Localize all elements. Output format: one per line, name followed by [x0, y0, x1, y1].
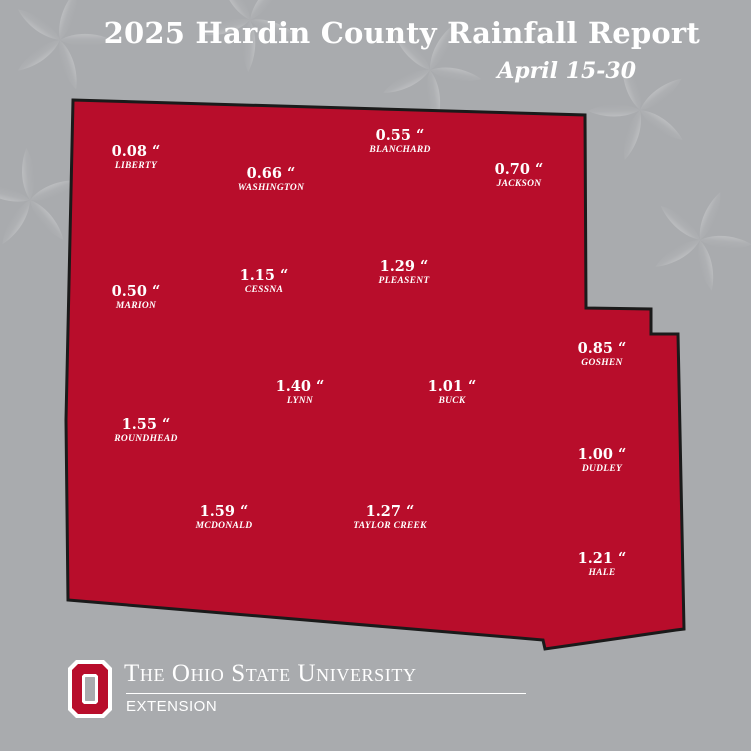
- extension-label: EXTENSION: [126, 698, 218, 715]
- rainfall-value: 1.00 “: [577, 446, 627, 463]
- township-name: MCDONALD: [195, 521, 253, 531]
- block-o-logo: [68, 660, 112, 718]
- county-outline: [64, 98, 686, 651]
- township-cessna: 1.15 “ CESSNA: [240, 267, 289, 295]
- rainfall-value: 1.29 “: [379, 258, 429, 275]
- rainfall-value: 0.08 “: [111, 143, 161, 160]
- township-name: PLEASENT: [378, 276, 430, 286]
- rainfall-value: 1.27 “: [365, 503, 415, 520]
- township-hale: 1.21 “ HALE: [578, 550, 627, 578]
- rainfall-value: 1.59 “: [199, 503, 249, 520]
- township-mcdonald: 1.59 “ MCDONALD: [196, 503, 253, 531]
- township-name: DUDLEY: [581, 464, 623, 474]
- township-pleasent: 1.29 “ PLEASENT: [379, 258, 430, 286]
- township-name: TAYLOR CREEK: [353, 521, 427, 531]
- osu-extension-footer: The Ohio State University EXTENSION: [62, 654, 526, 724]
- township-name: MARION: [115, 301, 157, 311]
- rainfall-value: 0.66 “: [246, 165, 296, 182]
- report-subtitle: April 15-30: [497, 58, 636, 84]
- footer-divider: [126, 693, 526, 694]
- township-name: ROUNDHEAD: [114, 434, 178, 444]
- township-name: CESSNA: [244, 285, 284, 295]
- rainfall-value: 1.55 “: [121, 416, 171, 433]
- township-name: LYNN: [286, 396, 314, 406]
- township-roundhead: 1.55 “ ROUNDHEAD: [114, 416, 177, 444]
- report-title: 2025 Hardin County Rainfall Report: [103, 16, 700, 50]
- township-name: GOSHEN: [581, 358, 623, 368]
- township-lynn: 1.40 “ LYNN: [276, 378, 325, 406]
- township-name: WASHINGTON: [237, 183, 305, 193]
- township-name: JACKSON: [496, 179, 542, 189]
- township-taylor-creek: 1.27 “ TAYLOR CREEK: [353, 503, 427, 531]
- township-goshen: 0.85 “ GOSHEN: [578, 340, 627, 368]
- rainfall-value: 1.01 “: [427, 378, 477, 395]
- township-jackson: 0.70 “ JACKSON: [495, 161, 544, 189]
- rainfall-value: 0.70 “: [494, 161, 544, 178]
- rainfall-value: 1.21 “: [577, 550, 627, 567]
- university-name: The Ohio State University: [124, 660, 417, 687]
- rainfall-value: 1.15 “: [239, 267, 289, 284]
- township-liberty: 0.08 “ LIBERTY: [112, 143, 161, 171]
- township-blanchard: 0.55 “ BLANCHARD: [369, 127, 430, 155]
- rainfall-value: 0.85 “: [577, 340, 627, 357]
- township-marion: 0.50 “ MARION: [112, 283, 161, 311]
- township-name: HALE: [588, 568, 616, 578]
- township-name: BUCK: [438, 396, 466, 406]
- township-washington: 0.66 “ WASHINGTON: [238, 165, 305, 193]
- rainfall-value: 0.50 “: [111, 283, 161, 300]
- township-name: BLANCHARD: [369, 145, 431, 155]
- rainfall-value: 1.40 “: [275, 378, 325, 395]
- rainfall-value: 0.55 “: [375, 127, 425, 144]
- township-name: LIBERTY: [114, 161, 158, 171]
- township-buck: 1.01 “ BUCK: [428, 378, 477, 406]
- township-dudley: 1.00 “ DUDLEY: [578, 446, 627, 474]
